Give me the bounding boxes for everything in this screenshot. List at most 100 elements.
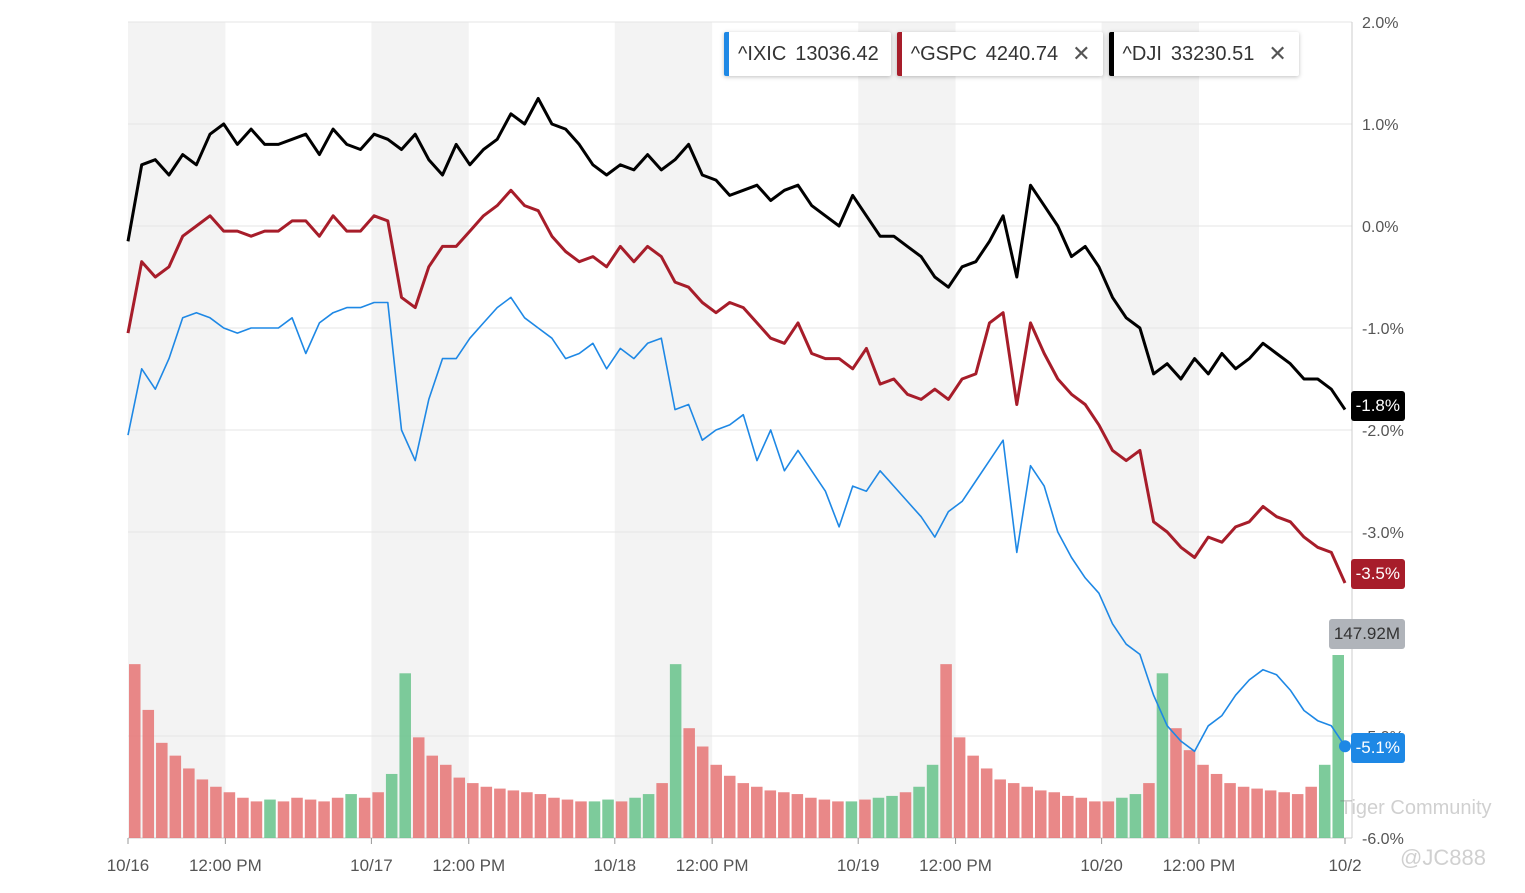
volume-bar bbox=[1021, 786, 1033, 838]
series-line-dji bbox=[126, 97, 1347, 411]
volume-bar bbox=[1210, 773, 1223, 838]
volume-bar bbox=[886, 795, 898, 838]
volume-bar bbox=[1237, 786, 1250, 838]
volume-bar bbox=[832, 801, 844, 838]
volume-bar bbox=[412, 737, 425, 838]
legend-color-dji bbox=[1108, 32, 1114, 76]
volume-bar bbox=[142, 709, 155, 838]
volume-bar bbox=[980, 768, 993, 838]
legend-value-ixic: 13036.42 bbox=[795, 42, 879, 65]
end-label-volume: 147.92M bbox=[1328, 619, 1405, 649]
volume-bar bbox=[129, 664, 141, 838]
volume-bar bbox=[737, 783, 750, 838]
volume-bar bbox=[1129, 794, 1142, 838]
volume-bar bbox=[791, 794, 804, 838]
volume-bar bbox=[1305, 786, 1317, 838]
legend-chip-dji[interactable]: ^DJI 33230.51 ✕ bbox=[1108, 32, 1299, 76]
volume-bar bbox=[1264, 790, 1277, 838]
x-tick-label: 10/17 bbox=[350, 856, 393, 875]
series-endpoint-ixic bbox=[1339, 740, 1351, 753]
volume-bar bbox=[764, 790, 777, 838]
volume-bar bbox=[1102, 801, 1115, 838]
end-label-gspc: -3.5% bbox=[1350, 559, 1405, 589]
watermark-text: Tiger Community bbox=[1340, 797, 1492, 819]
volume-bar bbox=[859, 799, 871, 838]
volume-bar bbox=[507, 790, 520, 838]
volume-bar bbox=[1291, 794, 1304, 838]
legend-value-dji: 33230.51 bbox=[1170, 42, 1255, 65]
volume-bar bbox=[548, 797, 560, 838]
volume-bar bbox=[778, 792, 790, 838]
x-tick-label: 10/16 bbox=[107, 856, 150, 875]
volume-bar bbox=[1116, 797, 1128, 838]
volume-bar bbox=[1183, 750, 1196, 838]
volume-bar bbox=[1318, 764, 1331, 838]
volume-bar bbox=[426, 755, 439, 838]
legend-chip-ixic[interactable]: ^IXIC 13036.42 bbox=[724, 32, 891, 76]
x-tick-label: 12:00 PM bbox=[1163, 856, 1236, 875]
volume-bar bbox=[940, 664, 952, 838]
x-tick-label: 12:00 PM bbox=[432, 856, 505, 875]
volume-bar bbox=[1034, 790, 1047, 838]
x-tick-label: 12:00 PM bbox=[676, 856, 749, 875]
volume-bar bbox=[237, 797, 249, 838]
volume-bar bbox=[926, 764, 939, 838]
volume-bar bbox=[1075, 797, 1088, 838]
volume-bar bbox=[183, 768, 195, 838]
volume-bar bbox=[899, 792, 912, 838]
volume-bar bbox=[196, 779, 209, 838]
legend: ^IXIC 13036.42 ^GSPC 4240.74 ✕ ^DJI 3323… bbox=[724, 32, 1299, 76]
volume-bar bbox=[358, 797, 371, 838]
volume-bar bbox=[453, 777, 466, 838]
volume-bar bbox=[1332, 655, 1344, 838]
volume-bar bbox=[1048, 792, 1061, 838]
volume-bar bbox=[1143, 783, 1155, 838]
volume-bar bbox=[291, 797, 303, 838]
end-label-dji: -1.8% bbox=[1350, 391, 1405, 421]
legend-color-gspc bbox=[896, 32, 902, 76]
volume-bar bbox=[602, 799, 614, 838]
x-tick-label: 10/18 bbox=[594, 856, 637, 875]
close-icon[interactable]: ✕ bbox=[1072, 41, 1091, 66]
volume-bar bbox=[1062, 795, 1074, 838]
volume-bar bbox=[723, 775, 736, 838]
volume-bar bbox=[250, 801, 263, 838]
volume-bar bbox=[385, 773, 398, 838]
volume-bar bbox=[277, 801, 290, 838]
volume-bar bbox=[629, 797, 641, 838]
end-label-ixic: -5.1% bbox=[1350, 733, 1405, 763]
volume-bar bbox=[953, 737, 966, 838]
volume-bar bbox=[1251, 788, 1263, 838]
y-tick-label: -2.0% bbox=[1362, 423, 1404, 440]
volume-bar bbox=[710, 764, 722, 838]
volume-bar bbox=[1089, 801, 1101, 838]
volume-bar bbox=[1197, 764, 1209, 838]
watermark-handle: @JC888 bbox=[1400, 845, 1486, 870]
volume-bar bbox=[615, 801, 628, 838]
volume-bar bbox=[1278, 792, 1290, 838]
legend-chip-gspc[interactable]: ^GSPC 4240.74 ✕ bbox=[896, 32, 1103, 76]
y-tick-label: -3.0% bbox=[1362, 525, 1404, 542]
volume-bar bbox=[967, 755, 979, 838]
volume-bar bbox=[845, 801, 858, 838]
volume-bar bbox=[534, 794, 547, 838]
close-icon[interactable]: ✕ bbox=[1268, 41, 1287, 66]
volume-bar bbox=[264, 799, 276, 838]
volume-bar bbox=[561, 799, 574, 838]
legend-symbol-dji: ^DJI bbox=[1122, 42, 1162, 65]
legend-value-gspc: 4240.74 bbox=[985, 42, 1059, 65]
volume-bar bbox=[480, 786, 493, 838]
volume-bar bbox=[575, 801, 587, 838]
volume-bar bbox=[1170, 728, 1182, 838]
volume-bar bbox=[521, 792, 533, 838]
series-line-gspc bbox=[126, 188, 1347, 584]
y-tick-label: -6.0% bbox=[1362, 831, 1404, 848]
volume-bar bbox=[751, 786, 763, 838]
x-tick-label: 12:00 PM bbox=[919, 856, 992, 875]
y-tick-label: 1.0% bbox=[1362, 117, 1398, 134]
volume-bar bbox=[345, 794, 357, 838]
volume-bar bbox=[656, 783, 668, 838]
volume-bar bbox=[210, 786, 222, 838]
volume-bar bbox=[467, 783, 479, 838]
volume-bar bbox=[156, 742, 168, 838]
